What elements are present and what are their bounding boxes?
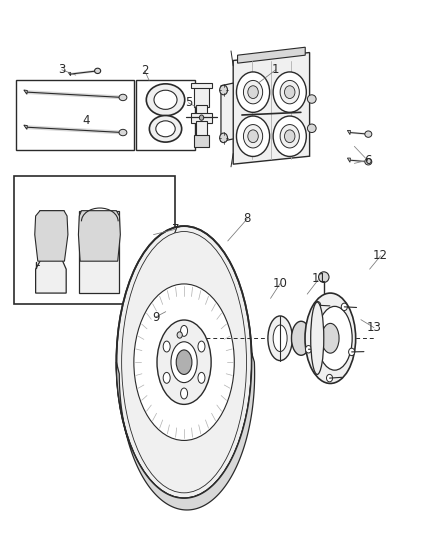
Ellipse shape (198, 341, 205, 352)
Bar (14, 176, 175, 304)
Bar (196, 122, 207, 136)
Ellipse shape (326, 374, 332, 382)
Ellipse shape (119, 94, 127, 101)
Ellipse shape (119, 130, 127, 136)
Ellipse shape (280, 80, 299, 104)
Ellipse shape (180, 326, 187, 336)
Text: 13: 13 (367, 321, 381, 334)
Ellipse shape (117, 226, 252, 498)
Polygon shape (237, 47, 305, 63)
Ellipse shape (349, 348, 355, 356)
Bar (136, 80, 195, 150)
Text: 5: 5 (185, 96, 192, 109)
Ellipse shape (156, 121, 175, 137)
Ellipse shape (291, 321, 311, 356)
Bar (191, 114, 212, 123)
Ellipse shape (317, 306, 352, 370)
Bar (16, 80, 134, 150)
Ellipse shape (305, 345, 311, 353)
Ellipse shape (321, 324, 339, 353)
Text: 3: 3 (58, 63, 66, 76)
Ellipse shape (273, 325, 287, 352)
Bar (194, 135, 209, 147)
Polygon shape (35, 211, 66, 293)
Ellipse shape (307, 95, 316, 103)
Ellipse shape (311, 302, 324, 374)
Ellipse shape (314, 302, 321, 309)
Polygon shape (233, 53, 310, 164)
Polygon shape (24, 90, 27, 94)
Ellipse shape (237, 116, 270, 157)
Ellipse shape (237, 72, 270, 112)
Polygon shape (35, 211, 68, 261)
Ellipse shape (177, 332, 182, 338)
Text: 10: 10 (273, 277, 288, 290)
Polygon shape (221, 83, 233, 142)
Ellipse shape (280, 125, 299, 148)
Ellipse shape (146, 84, 185, 116)
Polygon shape (79, 211, 119, 293)
Ellipse shape (180, 388, 187, 399)
Ellipse shape (307, 124, 316, 133)
Text: 6: 6 (364, 154, 371, 167)
Ellipse shape (95, 68, 101, 74)
Ellipse shape (244, 80, 263, 104)
Ellipse shape (163, 373, 170, 383)
Ellipse shape (219, 133, 227, 143)
Ellipse shape (199, 115, 204, 120)
Ellipse shape (157, 320, 211, 405)
Text: 9: 9 (152, 311, 159, 324)
Text: 7: 7 (172, 223, 179, 236)
Text: 2: 2 (141, 64, 148, 77)
Ellipse shape (248, 130, 258, 143)
Bar (194, 85, 209, 107)
Ellipse shape (365, 131, 372, 138)
Ellipse shape (149, 116, 182, 142)
Bar (196, 105, 207, 115)
Ellipse shape (273, 72, 306, 112)
Polygon shape (68, 72, 71, 76)
Text: 1: 1 (272, 63, 279, 76)
Ellipse shape (273, 116, 306, 157)
Polygon shape (347, 131, 350, 135)
Text: 12: 12 (373, 249, 388, 262)
Ellipse shape (305, 293, 356, 383)
Ellipse shape (285, 86, 295, 99)
Ellipse shape (219, 85, 227, 95)
Polygon shape (24, 125, 27, 130)
Ellipse shape (244, 125, 263, 148)
Ellipse shape (134, 284, 234, 440)
Polygon shape (347, 158, 350, 163)
Ellipse shape (318, 272, 329, 282)
Text: 8: 8 (244, 212, 251, 225)
Ellipse shape (341, 303, 347, 311)
Ellipse shape (163, 341, 170, 352)
Ellipse shape (198, 373, 205, 383)
Polygon shape (117, 353, 254, 510)
Ellipse shape (365, 159, 372, 165)
Ellipse shape (248, 86, 258, 99)
Ellipse shape (176, 350, 192, 375)
Text: 4: 4 (82, 114, 90, 127)
Ellipse shape (268, 316, 292, 361)
Ellipse shape (285, 130, 295, 143)
Bar (191, 83, 212, 88)
Ellipse shape (171, 342, 197, 383)
Polygon shape (78, 211, 120, 261)
Text: 11: 11 (312, 272, 327, 285)
Ellipse shape (154, 90, 177, 109)
